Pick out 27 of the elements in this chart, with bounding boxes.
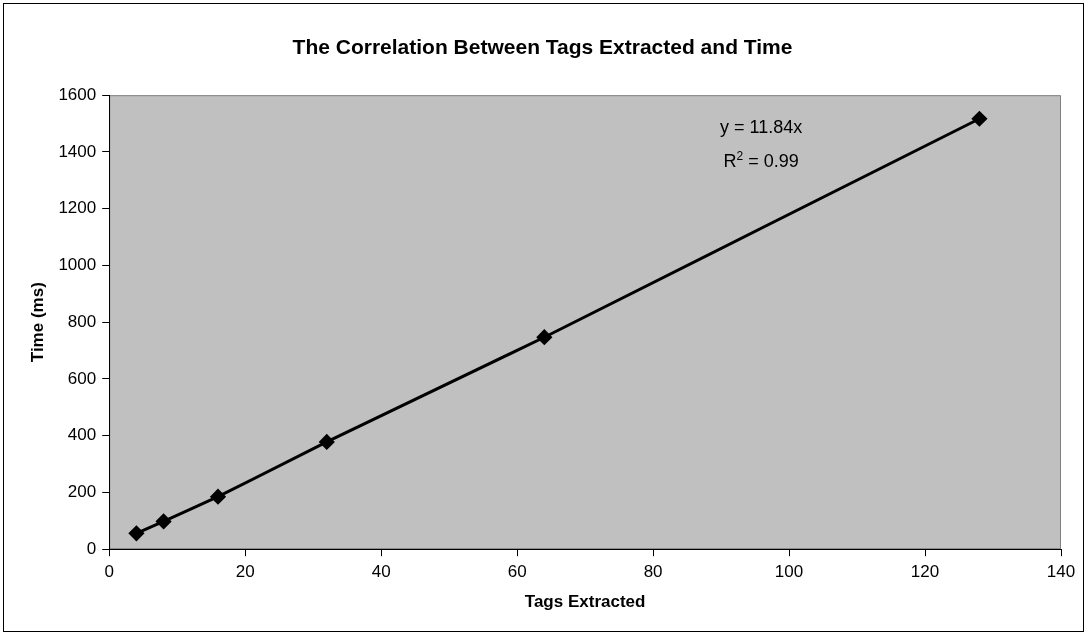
y-tick-label: 1000 bbox=[58, 255, 97, 275]
x-tick-label: 140 bbox=[1046, 562, 1076, 582]
x-tick-label: 120 bbox=[910, 562, 940, 582]
y-tick-label: 800 bbox=[67, 311, 97, 331]
y-tick-label: 600 bbox=[67, 368, 97, 388]
y-tick-label: 1600 bbox=[58, 84, 97, 104]
point bbox=[971, 111, 987, 127]
y-axis-title: Time (ms) bbox=[27, 282, 47, 363]
x-tick-label: 40 bbox=[371, 562, 391, 582]
x-tick-label: 60 bbox=[507, 562, 527, 582]
point bbox=[536, 329, 552, 345]
point bbox=[319, 434, 335, 450]
y-tick-label: 0 bbox=[86, 538, 97, 558]
point bbox=[210, 489, 226, 505]
x-tick-label: 80 bbox=[643, 562, 663, 582]
annotation: y = 11.84x bbox=[720, 117, 803, 138]
y-tick-label: 200 bbox=[67, 482, 97, 502]
point bbox=[128, 525, 144, 541]
x-tick-label: 20 bbox=[235, 562, 255, 582]
x-tick-label: 100 bbox=[774, 562, 804, 582]
y-tick-label: 400 bbox=[67, 425, 97, 445]
x-axis-title: Tags Extracted bbox=[524, 592, 646, 612]
chart-title: The Correlation Between Tags Extracted and Time bbox=[292, 35, 793, 59]
y-tick-label: 1200 bbox=[58, 198, 97, 218]
y-tick-label: 1400 bbox=[58, 141, 97, 161]
point bbox=[156, 513, 172, 529]
x-tick-label: 0 bbox=[104, 562, 114, 582]
